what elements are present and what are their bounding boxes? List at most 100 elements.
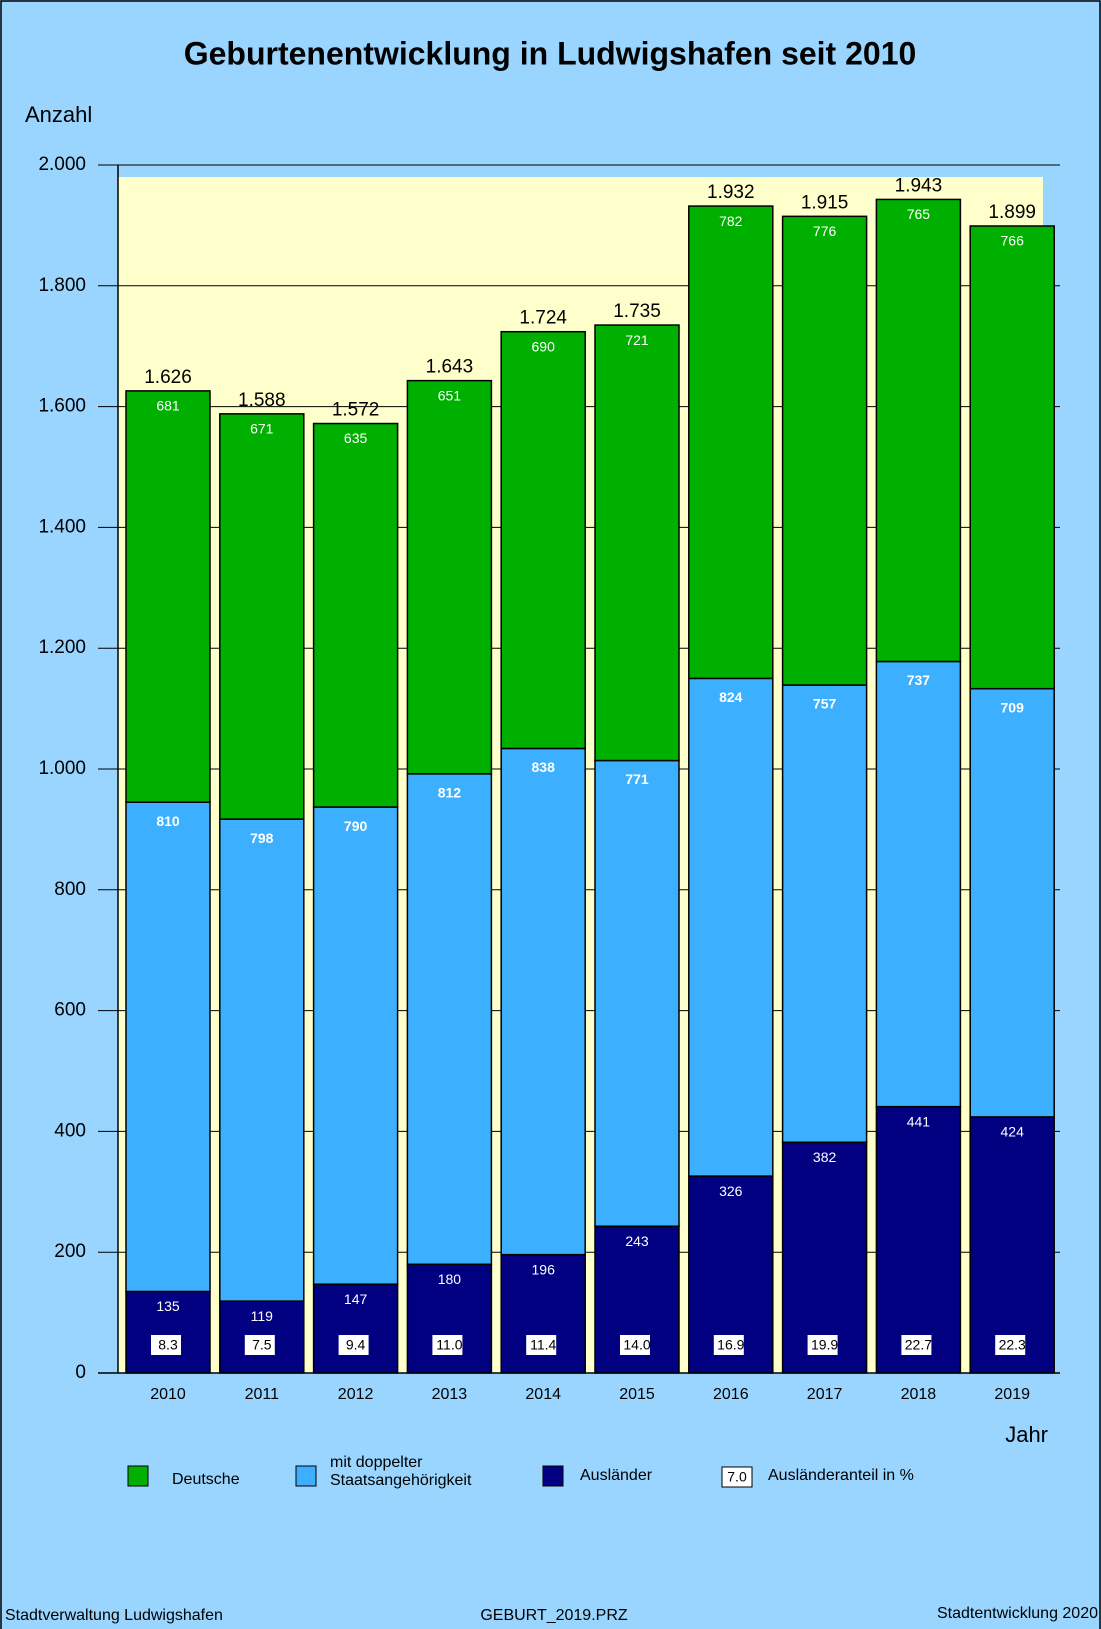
x-tick-label: 2011 — [245, 1386, 280, 1403]
bar-segment — [688, 205, 774, 680]
segment-label: 782 — [719, 213, 743, 229]
bar-segment — [969, 687, 1055, 1118]
x-tick-label: 2016 — [713, 1386, 749, 1403]
share-box — [713, 1335, 744, 1355]
segment-label: 147 — [344, 1291, 368, 1307]
y-axis-label: Anzahl — [25, 102, 92, 127]
legend-sample: 7.0 — [727, 1469, 747, 1485]
total-label: 1.643 — [426, 357, 474, 378]
segment-label: 798 — [250, 830, 274, 846]
segment-label: 838 — [532, 759, 556, 775]
segment-label: 135 — [156, 1298, 180, 1314]
share-box — [807, 1335, 838, 1355]
legend-swatch — [542, 1465, 564, 1487]
total-label: 1.915 — [801, 192, 849, 213]
segment-label: 424 — [1001, 1124, 1025, 1140]
share-label: 11.4 — [530, 1337, 556, 1353]
y-tick-label: 1.800 — [38, 275, 86, 296]
segment-label: 709 — [1001, 699, 1025, 715]
segment-label: 776 — [813, 223, 837, 239]
share-box — [151, 1335, 181, 1355]
y-tick-label: 1.000 — [38, 758, 86, 779]
bar-segment — [312, 806, 399, 1285]
segment-label: 243 — [625, 1233, 649, 1249]
segment-label: 721 — [625, 332, 649, 348]
segment-label: 651 — [438, 387, 462, 403]
footer-left: Stadtverwaltung Ludwigshafen — [5, 1607, 223, 1624]
share-label: 8.3 — [158, 1337, 178, 1353]
segment-label: 757 — [813, 696, 837, 712]
bar-segment — [312, 422, 399, 808]
segment-label: 196 — [532, 1261, 556, 1277]
bar-segment — [406, 773, 493, 1266]
legend-label: Ausländer — [580, 1467, 653, 1484]
segment-label: 810 — [156, 813, 180, 829]
segment-label: 771 — [625, 771, 649, 787]
legend-swatch — [295, 1465, 317, 1487]
share-box — [620, 1335, 650, 1355]
bar-segment — [406, 379, 493, 775]
footer-right: Stadtentwicklung 2020 — [937, 1605, 1098, 1622]
share-box — [995, 1335, 1026, 1355]
segment-label: 326 — [719, 1183, 743, 1199]
x-axis-label: Jahr — [1005, 1422, 1048, 1447]
segment-label: 635 — [344, 430, 368, 446]
y-tick-label: 800 — [54, 879, 86, 900]
share-box — [244, 1335, 275, 1355]
total-label: 1.932 — [707, 182, 755, 203]
bar-segment — [594, 759, 680, 1227]
segment-label: 441 — [907, 1113, 931, 1129]
y-tick-label: 1.600 — [38, 396, 86, 417]
y-tick-label: 400 — [54, 1120, 86, 1141]
x-tick-label: 2012 — [338, 1386, 374, 1403]
share-label: 9.4 — [346, 1337, 366, 1353]
legend-label: Deutsche — [172, 1471, 240, 1488]
bar-segment — [594, 324, 680, 762]
segment-label: 671 — [250, 421, 274, 437]
segment-label: 681 — [156, 398, 180, 414]
footer-center: GEBURT_2019.PRZ — [480, 1607, 628, 1624]
share-label: 19.9 — [811, 1337, 838, 1353]
bar-segment — [125, 801, 211, 1293]
segment-label: 690 — [532, 338, 556, 354]
share-label: 14.0 — [623, 1337, 650, 1353]
legend-label: mit doppelter Staatsangehörigkeit — [330, 1454, 472, 1489]
share-label: 7.5 — [252, 1337, 272, 1353]
legend-label: Ausländeranteil in % — [768, 1467, 914, 1484]
total-label: 1.572 — [332, 400, 380, 421]
total-label: 1.724 — [519, 308, 567, 329]
segment-label: 119 — [251, 1308, 274, 1324]
y-tick-label: 2.000 — [38, 154, 86, 175]
x-tick-label: 2019 — [994, 1386, 1030, 1403]
segment-label: 382 — [813, 1149, 837, 1165]
segment-label: 766 — [1001, 233, 1025, 249]
total-label: 1.588 — [238, 390, 286, 411]
y-tick-label: 0 — [75, 1362, 86, 1383]
y-tick-label: 200 — [54, 1241, 86, 1262]
x-tick-label: 2013 — [432, 1386, 468, 1403]
bar-segment — [781, 1141, 868, 1374]
x-tick-label: 2014 — [525, 1386, 561, 1403]
total-label: 1.735 — [613, 301, 661, 322]
bar-segment — [219, 818, 305, 1302]
bar-segment — [688, 677, 774, 1177]
bar-segment — [969, 1116, 1055, 1374]
total-label: 1.626 — [144, 367, 192, 388]
segment-label: 765 — [907, 206, 931, 222]
share-label: 11.0 — [436, 1337, 462, 1353]
bar-segment — [875, 198, 962, 663]
bar-segment — [969, 225, 1055, 690]
segment-label: 737 — [907, 672, 931, 688]
bar-segment — [312, 1283, 399, 1374]
y-tick-label: 600 — [54, 1000, 86, 1021]
share-box — [338, 1335, 369, 1355]
y-tick-label: 1.200 — [38, 637, 86, 658]
bar-segment — [219, 413, 305, 820]
bar-segment — [875, 660, 962, 1108]
share-box — [432, 1335, 463, 1355]
share-label: 16.9 — [717, 1337, 744, 1353]
segment-label: 180 — [438, 1271, 462, 1287]
x-tick-label: 2018 — [901, 1386, 937, 1403]
